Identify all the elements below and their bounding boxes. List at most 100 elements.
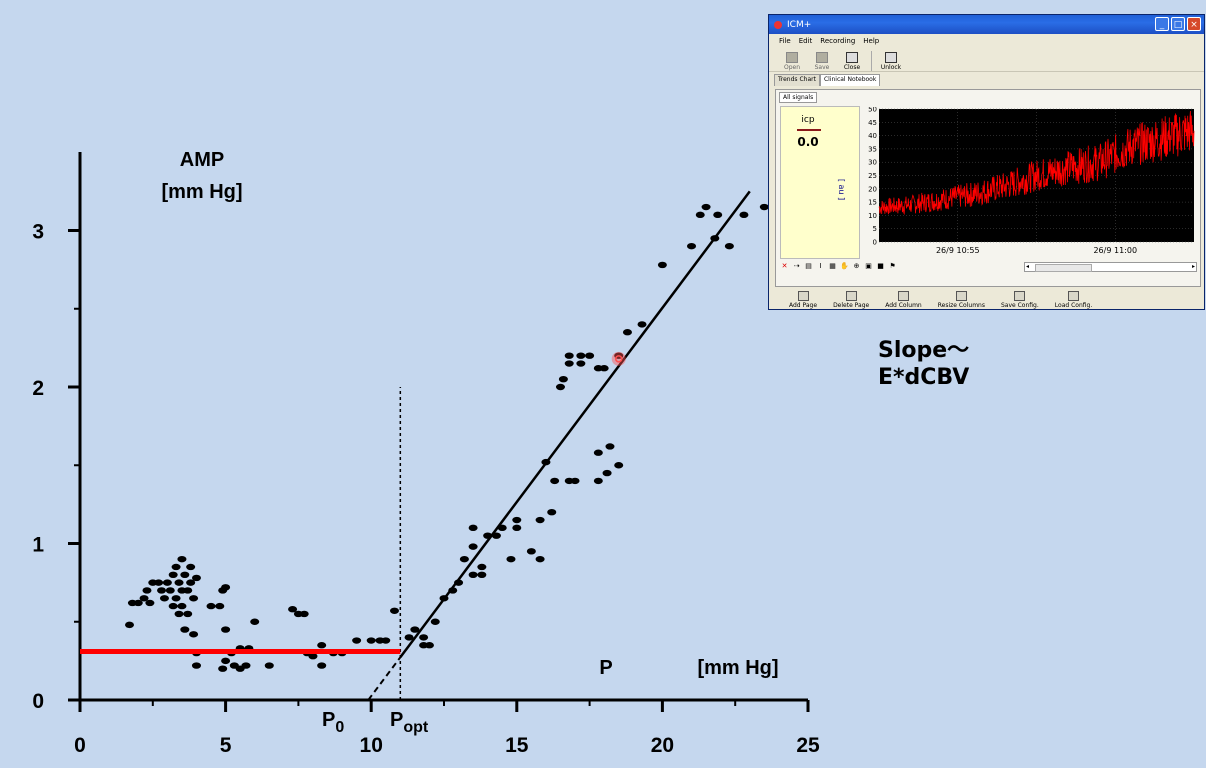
- x-axis-title: P: [599, 657, 612, 679]
- menu-edit[interactable]: Edit: [798, 36, 813, 45]
- inset-y-tick-label: 30: [868, 159, 877, 167]
- save-config-button[interactable]: Save Config.: [995, 291, 1045, 309]
- data-point: [174, 579, 184, 586]
- inset-y-tick-label: 40: [868, 132, 877, 140]
- data-point: [142, 587, 152, 594]
- menu-file[interactable]: File: [779, 36, 791, 45]
- unlock-icon: [885, 52, 897, 63]
- tab-trends-chart[interactable]: Trends Chart: [774, 74, 820, 86]
- tab-all-signals[interactable]: All signals: [779, 92, 818, 103]
- close-file-button[interactable]: Close: [841, 52, 863, 71]
- record-icon[interactable]: ■: [877, 261, 884, 270]
- menu-help[interactable]: Help: [863, 36, 880, 45]
- data-point: [215, 602, 225, 610]
- data-point: [713, 211, 723, 219]
- data-point: [189, 631, 199, 638]
- data-point: [177, 602, 187, 610]
- data-point: [206, 602, 216, 610]
- scroll-thumb[interactable]: [1035, 264, 1092, 272]
- data-point: [419, 634, 429, 641]
- minimize-button[interactable]: _: [1155, 17, 1169, 31]
- data-point: [191, 662, 201, 669]
- data-point: [168, 602, 178, 610]
- print-icon[interactable]: ▤: [805, 261, 812, 270]
- time-scrollbar[interactable]: ◂ ▸: [1024, 262, 1197, 272]
- scroll-left-icon[interactable]: ◂: [1026, 263, 1030, 270]
- app-icon: [773, 20, 783, 30]
- tab-bar: Trends Chart Clinical Notebook: [769, 74, 1204, 86]
- data-point: [759, 203, 769, 211]
- data-point: [599, 365, 609, 372]
- data-point: [218, 665, 228, 672]
- data-point: [724, 242, 734, 250]
- add-page-button[interactable]: Add Page: [783, 291, 823, 309]
- bottom-toolbar: Add Page Delete Page Add Column Resize C…: [775, 289, 1201, 309]
- cursor-icon[interactable]: ⇢: [793, 261, 800, 270]
- data-point: [483, 532, 493, 539]
- save-icon: [816, 52, 828, 63]
- menu-bar: File Edit Recording Help: [769, 34, 1204, 47]
- zoom-icon[interactable]: ⊕: [853, 261, 860, 270]
- marker-icon[interactable]: ⚑: [889, 261, 896, 270]
- menu-recording[interactable]: Recording: [820, 36, 856, 45]
- data-point: [180, 571, 190, 578]
- x-tick-label: 20: [651, 734, 674, 757]
- window-titlebar: ICM+ _ □ ×: [769, 15, 1204, 34]
- data-point: [497, 524, 507, 532]
- inset-x-tick-label: 26/9 10:55: [936, 246, 980, 255]
- data-point: [550, 477, 560, 485]
- close-button[interactable]: ×: [1187, 17, 1201, 31]
- save-button[interactable]: Save: [811, 52, 833, 71]
- inset-y-tick-label: 20: [868, 185, 877, 193]
- icp-signal-trace: [878, 110, 1195, 216]
- scroll-right-icon[interactable]: ▸: [1191, 263, 1195, 270]
- data-point: [454, 579, 464, 586]
- data-point: [154, 579, 164, 586]
- data-point: [189, 595, 199, 602]
- data-point: [468, 543, 478, 550]
- data-point: [165, 587, 175, 594]
- data-point: [593, 449, 603, 456]
- hand-icon[interactable]: ✋: [840, 261, 849, 270]
- y-tick-label: 3: [32, 221, 44, 244]
- inset-y-tick-label: 45: [868, 119, 877, 127]
- data-point: [491, 532, 501, 539]
- data-point: [317, 662, 327, 669]
- data-point: [512, 516, 522, 524]
- data-point: [241, 662, 251, 669]
- data-point: [404, 634, 414, 641]
- inset-x-tick-label: 26/9 11:00: [1093, 246, 1137, 255]
- chart-toolbar: ✕ ⇢ ▤ I ▦ ✋ ⊕ ▣ ■ ⚑: [780, 260, 897, 272]
- x-tick-label: 5: [220, 734, 232, 757]
- data-point: [430, 618, 440, 625]
- data-point: [535, 516, 545, 524]
- data-point: [133, 599, 143, 607]
- delete-icon[interactable]: ✕: [781, 261, 788, 270]
- grid-icon[interactable]: ▣: [865, 261, 872, 270]
- x-tick-label: 15: [505, 734, 529, 757]
- maximize-button[interactable]: □: [1171, 17, 1185, 31]
- data-point: [526, 548, 536, 555]
- table-icon[interactable]: ▦: [829, 261, 836, 270]
- resize-columns-button[interactable]: Resize Columns: [932, 291, 991, 309]
- inset-y-tick-label: 15: [868, 199, 877, 207]
- data-point: [468, 571, 478, 578]
- slope-annotation-line2: E*dCBV: [878, 365, 970, 390]
- inset-y-tick-label: 5: [873, 225, 877, 233]
- tab-clinical-notebook[interactable]: Clinical Notebook: [819, 74, 881, 86]
- load-config-button[interactable]: Load Config.: [1049, 291, 1098, 309]
- data-point: [657, 261, 667, 269]
- delete-page-button[interactable]: Delete Page: [827, 291, 875, 309]
- open-button[interactable]: Open: [781, 52, 803, 71]
- text-cursor-icon[interactable]: I: [819, 261, 822, 270]
- close-file-icon: [846, 52, 858, 63]
- data-point: [264, 662, 274, 669]
- icm-window: ICM+ _ □ × File Edit Recording Help Open…: [768, 14, 1205, 310]
- inset-y-tick-label: 50: [868, 107, 877, 114]
- signal-value: 0.0: [797, 135, 819, 149]
- data-point: [468, 524, 478, 532]
- x-axis-unit: [mm Hg]: [697, 657, 778, 679]
- unlock-button[interactable]: Unlock: [880, 52, 902, 71]
- add-column-button[interactable]: Add Column: [879, 291, 928, 309]
